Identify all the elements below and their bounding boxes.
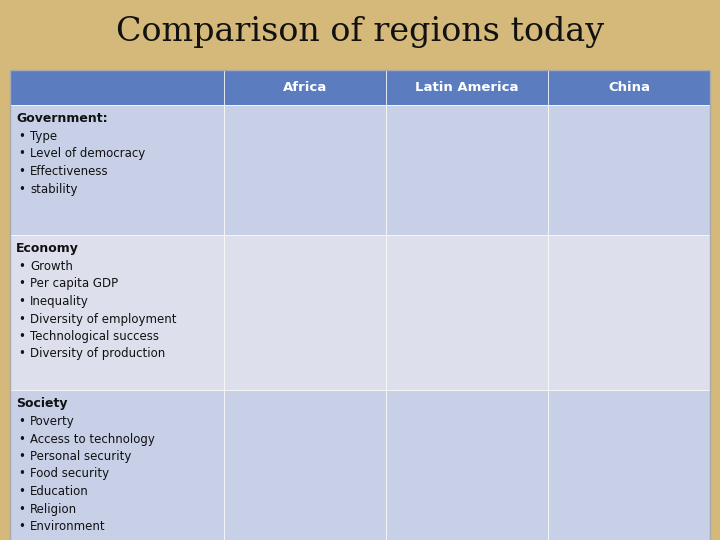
Text: Inequality: Inequality xyxy=(30,295,89,308)
Bar xyxy=(386,70,549,105)
Text: •: • xyxy=(18,348,25,361)
Text: •: • xyxy=(18,450,25,463)
Bar xyxy=(10,70,223,105)
Text: Poverty: Poverty xyxy=(30,415,75,428)
Text: Growth: Growth xyxy=(30,260,73,273)
Bar xyxy=(549,105,710,235)
Text: •: • xyxy=(18,295,25,308)
Text: Education: Education xyxy=(30,485,89,498)
Text: Economy: Economy xyxy=(16,242,79,255)
Text: •: • xyxy=(18,415,25,428)
Bar xyxy=(549,235,710,390)
Bar xyxy=(386,105,549,235)
Text: Per capita GDP: Per capita GDP xyxy=(30,278,118,291)
Text: •: • xyxy=(18,147,25,160)
Bar xyxy=(386,235,549,390)
Text: •: • xyxy=(18,130,25,143)
Text: •: • xyxy=(18,520,25,533)
Text: Effectiveness: Effectiveness xyxy=(30,165,109,178)
Bar xyxy=(386,390,549,540)
Text: Type: Type xyxy=(30,130,57,143)
Text: •: • xyxy=(18,260,25,273)
Text: Comparison of regions today: Comparison of regions today xyxy=(116,16,604,48)
Text: •: • xyxy=(18,433,25,446)
Bar xyxy=(10,105,223,235)
Text: •: • xyxy=(18,278,25,291)
Bar xyxy=(223,105,386,235)
Bar xyxy=(10,390,223,540)
Text: •: • xyxy=(18,165,25,178)
Text: Technological success: Technological success xyxy=(30,330,159,343)
Text: •: • xyxy=(18,503,25,516)
Bar xyxy=(549,390,710,540)
Text: Personal security: Personal security xyxy=(30,450,131,463)
Text: •: • xyxy=(18,330,25,343)
Bar xyxy=(223,235,386,390)
Text: Access to technology: Access to technology xyxy=(30,433,155,446)
Bar xyxy=(10,235,223,390)
Text: China: China xyxy=(608,81,650,94)
Bar xyxy=(549,70,710,105)
Text: Latin America: Latin America xyxy=(415,81,519,94)
Text: •: • xyxy=(18,485,25,498)
Text: Diversity of employment: Diversity of employment xyxy=(30,313,176,326)
Text: Diversity of production: Diversity of production xyxy=(30,348,166,361)
Text: Africa: Africa xyxy=(282,81,327,94)
Text: Society: Society xyxy=(16,397,68,410)
Text: •: • xyxy=(18,468,25,481)
Text: Government:: Government: xyxy=(16,112,107,125)
Bar xyxy=(223,390,386,540)
Bar xyxy=(223,70,386,105)
Text: •: • xyxy=(18,183,25,195)
Text: Level of democracy: Level of democracy xyxy=(30,147,145,160)
Text: stability: stability xyxy=(30,183,78,195)
Text: •: • xyxy=(18,313,25,326)
Text: Environment: Environment xyxy=(30,520,106,533)
Text: Food security: Food security xyxy=(30,468,109,481)
Text: Religion: Religion xyxy=(30,503,77,516)
